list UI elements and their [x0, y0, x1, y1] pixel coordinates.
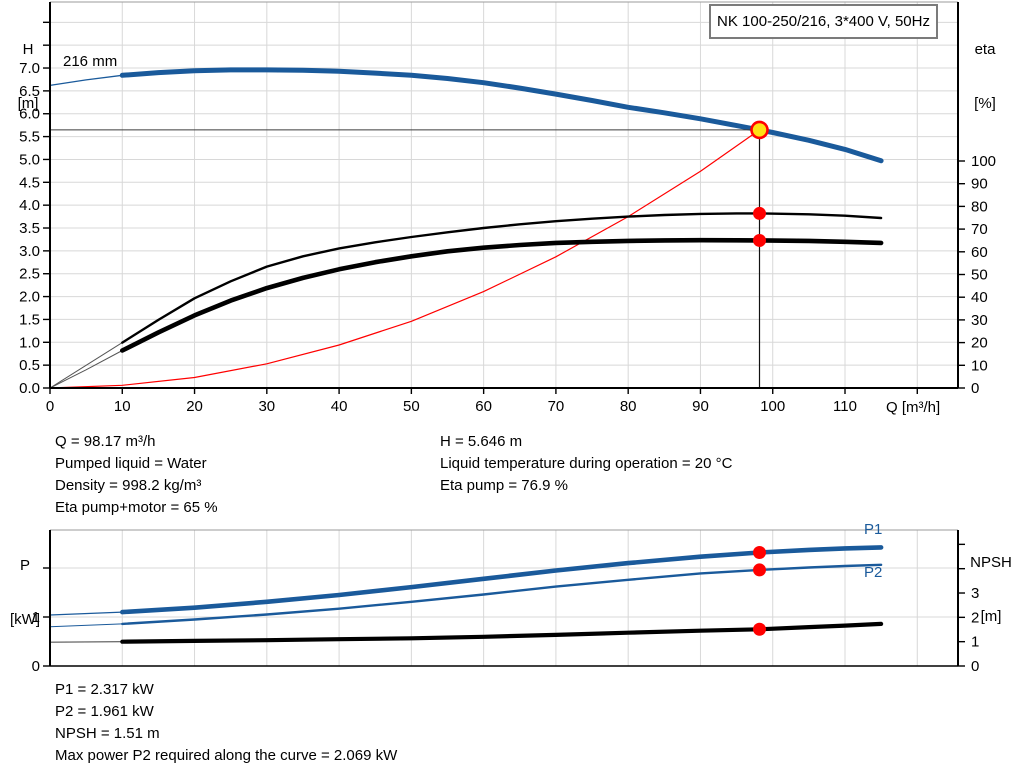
- info-density: Density = 998.2 kg/m³: [55, 477, 202, 494]
- eta-pump-curve-lead: [49, 342, 123, 389]
- q-axis-label: Q [m³/h]: [886, 399, 941, 416]
- h-tick-label: 4.5: [19, 174, 40, 191]
- info-h: H = 5.646 m: [440, 433, 523, 450]
- h-tick-label: 5.0: [19, 151, 40, 168]
- npsh-axis-title-unit: [m]: [980, 608, 1002, 625]
- q-tick-label: 30: [258, 398, 275, 415]
- result-p1: P1 = 2.317 kW: [55, 681, 154, 698]
- eta-pump-curve: [121, 212, 883, 344]
- h-tick-label: 1.5: [19, 311, 40, 328]
- q-tick-label: 100: [760, 398, 785, 415]
- q-tick-label: 0: [46, 398, 54, 415]
- info-q: Q = 98.17 m³/h: [55, 433, 156, 450]
- info-block-right: H = 5.646 m Liquid temperature during op…: [440, 431, 732, 497]
- info-pumped-liquid: Pumped liquid = Water: [55, 455, 207, 472]
- npsh-tick-label: 0: [971, 658, 979, 675]
- p-axis-title: P [kW]: [2, 521, 48, 665]
- q-tick-label: 50: [403, 398, 420, 415]
- info-liquid-temperature: Liquid temperature during operation = 20…: [440, 455, 733, 472]
- p1-curve: [120, 545, 884, 615]
- npsh-tick-label: 3: [971, 585, 979, 602]
- eta-axis-title-symbol: eta: [974, 41, 996, 58]
- npsh-axis-title: NPSH [m]: [960, 518, 1022, 662]
- q-tick-label: 10: [114, 398, 131, 415]
- q-tick-label: 20: [186, 398, 203, 415]
- system-curve: [49, 129, 760, 389]
- h-tick-label: 2.0: [19, 289, 40, 306]
- p2-curve-lead: [49, 623, 123, 628]
- h-tick-label: 7.0: [19, 60, 40, 77]
- head-curve-216mm-lead: [49, 74, 123, 87]
- npsh-axis-title-symbol: NPSH: [970, 554, 1012, 571]
- p1-series-label: P1: [864, 521, 883, 538]
- q-tick-label: 60: [475, 398, 492, 415]
- info-eta-pump-motor: Eta pump+motor = 65 %: [55, 499, 218, 516]
- eta-axis-title-unit: [%]: [974, 95, 996, 112]
- q-tick-label: 80: [620, 398, 637, 415]
- h-tick-label: 5.5: [19, 129, 40, 146]
- eta-tick-label: 80: [971, 198, 988, 215]
- eta-tick-label: 30: [971, 312, 988, 329]
- result-block: P1 = 2.317 kW P2 = 1.961 kW NPSH = 1.51 …: [55, 679, 397, 767]
- eta-tick-label: 50: [971, 267, 988, 284]
- npsh-curve-lead: [49, 641, 123, 643]
- p1-curve-lead: [49, 611, 123, 616]
- pump-title: NK 100-250/216, 3*400 V, 50Hz: [717, 13, 930, 30]
- h-axis-title-symbol: H: [22, 41, 34, 58]
- q-tick-label: 40: [331, 398, 348, 415]
- q-tick-label: 70: [548, 398, 565, 415]
- eta-axis-title: eta [%]: [962, 5, 1008, 149]
- result-marker-dot: [753, 622, 767, 636]
- q-tick-label: 90: [692, 398, 709, 415]
- impeller-size-label: 216 mm: [63, 53, 118, 70]
- h-axis-title-unit: [m]: [17, 95, 39, 112]
- eta-tick-label: 10: [971, 357, 988, 374]
- npsh-curve: [120, 621, 884, 644]
- npsh-tick-label: 2: [971, 609, 979, 626]
- duty-point-marker[interactable]: [750, 120, 769, 140]
- result-p2: P2 = 1.961 kW: [55, 703, 154, 720]
- h-tick-label: 6.5: [19, 83, 40, 100]
- eta-tick-label: 100: [971, 153, 996, 170]
- p-axis-title-symbol: P: [19, 557, 30, 574]
- h-tick-label: 2.5: [19, 266, 40, 283]
- p2-series-label: P2: [864, 564, 883, 581]
- eta-pump-motor-curve-lead: [49, 350, 123, 389]
- p-tick-label: 0: [32, 658, 40, 675]
- result-max-power: Max power P2 required along the curve = …: [55, 747, 398, 764]
- h-tick-label: 0.5: [19, 357, 40, 374]
- eta-marker-dot: [753, 233, 767, 247]
- h-tick-label: 6.0: [19, 106, 40, 123]
- npsh-tick-label: 1: [971, 634, 979, 651]
- eta-tick-label: 20: [971, 335, 988, 352]
- eta-tick-label: 0: [971, 380, 979, 397]
- eta-tick-label: 60: [971, 244, 988, 261]
- result-marker-dot: [753, 545, 767, 559]
- eta-tick-label: 40: [971, 289, 988, 306]
- eta-marker-dot: [753, 206, 767, 220]
- head-curve-216mm: [119, 67, 884, 164]
- p-tick-label: 1: [32, 609, 40, 626]
- result-marker-dot: [753, 563, 767, 577]
- eta-tick-label: 90: [971, 176, 988, 193]
- info-eta-pump: Eta pump = 76.9 %: [440, 477, 568, 494]
- h-tick-label: 0.0: [19, 380, 40, 397]
- info-block-left: Q = 98.17 m³/h Pumped liquid = Water Den…: [55, 431, 218, 519]
- p2-curve: [121, 563, 883, 626]
- eta-tick-label: 70: [971, 221, 988, 238]
- p-axis-title-unit: [kW]: [10, 611, 40, 628]
- h-axis-title: H [m]: [8, 5, 48, 149]
- pump-title-box: NK 100-250/216, 3*400 V, 50Hz: [709, 4, 938, 39]
- eta-pump-motor-curve: [120, 237, 884, 353]
- h-tick-label: 3.0: [19, 243, 40, 260]
- q-tick-label: 110: [833, 398, 857, 415]
- h-tick-label: 3.5: [19, 220, 40, 237]
- h-tick-label: 4.0: [19, 197, 40, 214]
- result-npsh: NPSH = 1.51 m: [55, 725, 160, 742]
- h-tick-label: 1.0: [19, 334, 40, 351]
